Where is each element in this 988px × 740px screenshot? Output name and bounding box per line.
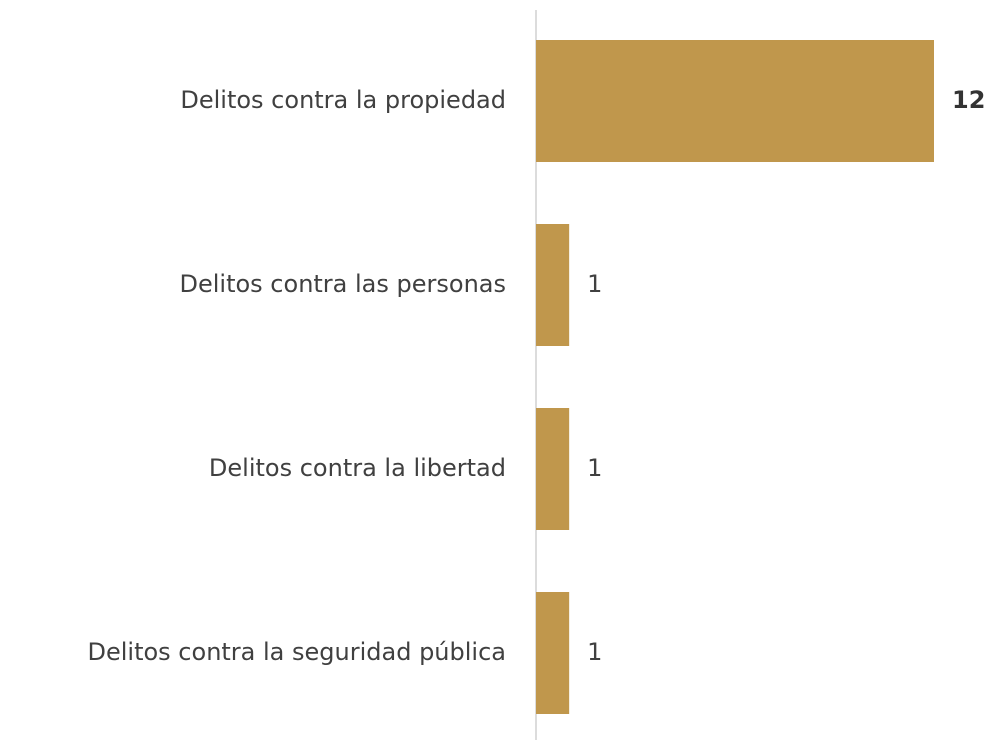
bar [536,40,934,162]
category-label: Delitos contra la seguridad pública [88,638,507,666]
value-label: 1 [587,270,602,298]
category-label: Delitos contra las personas [180,270,507,298]
bar [536,592,570,714]
value-label: 1 [587,638,602,666]
value-label: 12 [952,86,985,114]
category-label: Delitos contra la propiedad [180,86,506,114]
value-label: 1 [587,454,602,482]
category-label: Delitos contra la libertad [209,454,506,482]
bar [536,224,570,346]
bar [536,408,570,530]
